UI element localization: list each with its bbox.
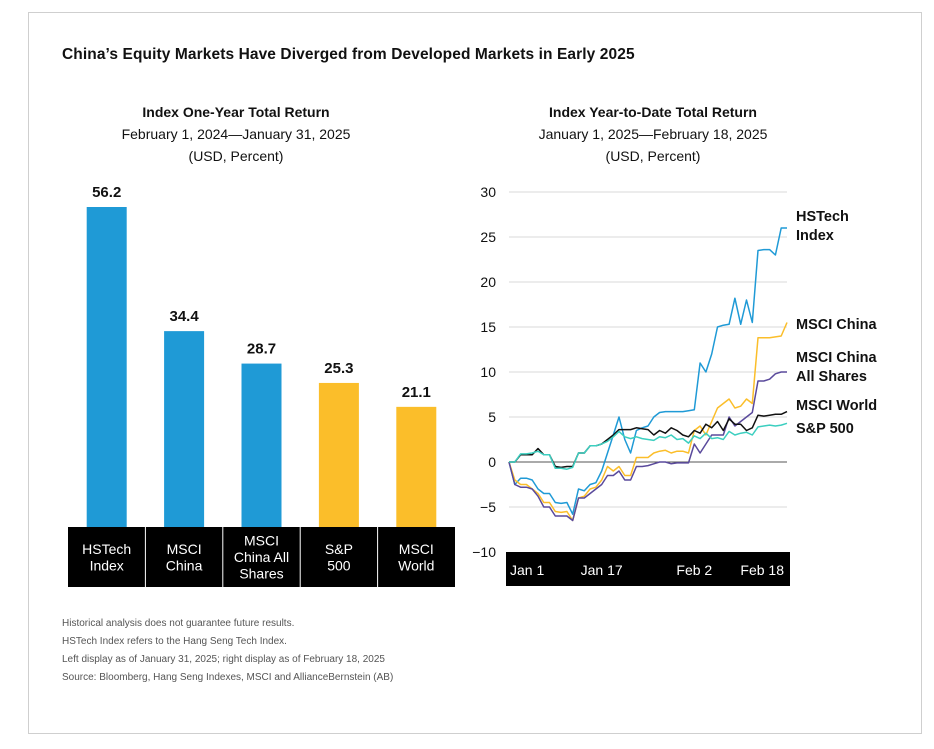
series-label-hstech-index-1: Index bbox=[796, 228, 834, 244]
bar-4 bbox=[396, 406, 437, 527]
chart-frame bbox=[28, 12, 922, 734]
right-chart-units: (USD, Percent) bbox=[605, 148, 701, 164]
x-tick-label-2: Feb 2 bbox=[676, 562, 712, 578]
bar-category-label-1-1: China bbox=[166, 557, 203, 573]
series-line-msci-china bbox=[508, 322, 788, 522]
bar-category-label-3-0: S&P bbox=[325, 541, 353, 557]
footnote-hstech: HSTech Index refers to the Hang Seng Tec… bbox=[62, 636, 287, 647]
left-chart-title: Index One-Year Total Return bbox=[142, 104, 330, 120]
bar-category-label-3-1: 500 bbox=[327, 557, 351, 573]
right-chart-title: Index Year-to-Date Total Return bbox=[549, 104, 757, 120]
footnote-disclaimer: Historical analysis does not guarantee f… bbox=[62, 618, 295, 629]
left-chart-units: (USD, Percent) bbox=[188, 148, 284, 164]
y-tick-label-6: 0 bbox=[488, 454, 496, 470]
series-label-msci-china-0: MSCI China bbox=[796, 317, 877, 333]
series-label-s-p-500-0: S&P 500 bbox=[796, 421, 854, 437]
series-label-msci-china-all-shares-0: MSCI China bbox=[796, 350, 877, 366]
x-tick-label-1: Jan 17 bbox=[581, 562, 623, 578]
footnote-asof: Left display as of January 31, 2025; rig… bbox=[62, 654, 385, 665]
bar-0 bbox=[86, 207, 127, 527]
series-line-s-p-500 bbox=[509, 422, 788, 470]
y-tick-label-7: −5 bbox=[480, 499, 496, 515]
x-tick-label-0: Jan 1 bbox=[510, 562, 544, 578]
series-label-msci-china-all-shares-1: All Shares bbox=[796, 369, 867, 385]
bar-value-label-4: 21.1 bbox=[402, 384, 431, 401]
left-chart-header: Index One-Year Total Return February 1, … bbox=[56, 101, 416, 167]
y-tick-label-0: 30 bbox=[480, 184, 496, 200]
y-tick-label-2: 20 bbox=[480, 274, 496, 290]
bar-1 bbox=[164, 331, 205, 527]
bar-category-label-2-0: MSCI bbox=[244, 533, 279, 549]
y-tick-label-8: −10 bbox=[472, 544, 496, 560]
footnotes: Historical analysis does not guarantee f… bbox=[62, 615, 393, 687]
bar-category-label-0-1: Index bbox=[90, 557, 124, 573]
bar-2 bbox=[241, 363, 282, 527]
right-chart-period: January 1, 2025—February 18, 2025 bbox=[538, 126, 768, 142]
x-tick-label-3: Feb 18 bbox=[740, 562, 784, 578]
bar-value-label-0: 56.2 bbox=[92, 184, 121, 201]
bar-value-label-1: 34.4 bbox=[169, 308, 199, 325]
series-label-msci-world-0: MSCI World bbox=[796, 398, 877, 414]
footnote-source: Source: Bloomberg, Hang Seng Indexes, MS… bbox=[62, 672, 394, 683]
y-tick-label-3: 15 bbox=[480, 319, 496, 335]
main-title: China’s Equity Markets Have Diverged fro… bbox=[62, 46, 635, 63]
bar-category-label-2-2: Shares bbox=[239, 566, 283, 582]
y-tick-label-4: 10 bbox=[480, 364, 496, 380]
bar-category-label-0-0: HSTech bbox=[82, 541, 131, 557]
series-line-msci-china-all-shares bbox=[508, 371, 787, 522]
bar-value-label-3: 25.3 bbox=[324, 360, 353, 377]
right-chart-header: Index Year-to-Date Total Return January … bbox=[473, 101, 833, 167]
series-label-hstech-index-0: HSTech bbox=[796, 209, 849, 225]
bar-3 bbox=[318, 382, 359, 527]
bar-category-strip bbox=[68, 527, 455, 587]
left-chart-period: February 1, 2024—January 31, 2025 bbox=[121, 126, 351, 142]
series-line-hstech-index bbox=[508, 227, 787, 515]
bar-value-label-2: 28.7 bbox=[247, 341, 276, 358]
y-tick-label-1: 25 bbox=[480, 229, 496, 245]
y-tick-label-5: 5 bbox=[488, 409, 496, 425]
bar-category-label-4-0: MSCI bbox=[399, 541, 434, 557]
x-axis-strip bbox=[506, 552, 790, 586]
bar-category-label-2-1: China All bbox=[234, 549, 289, 565]
bar-category-label-4-1: World bbox=[398, 557, 434, 573]
bar-category-label-1-0: MSCI bbox=[167, 541, 202, 557]
